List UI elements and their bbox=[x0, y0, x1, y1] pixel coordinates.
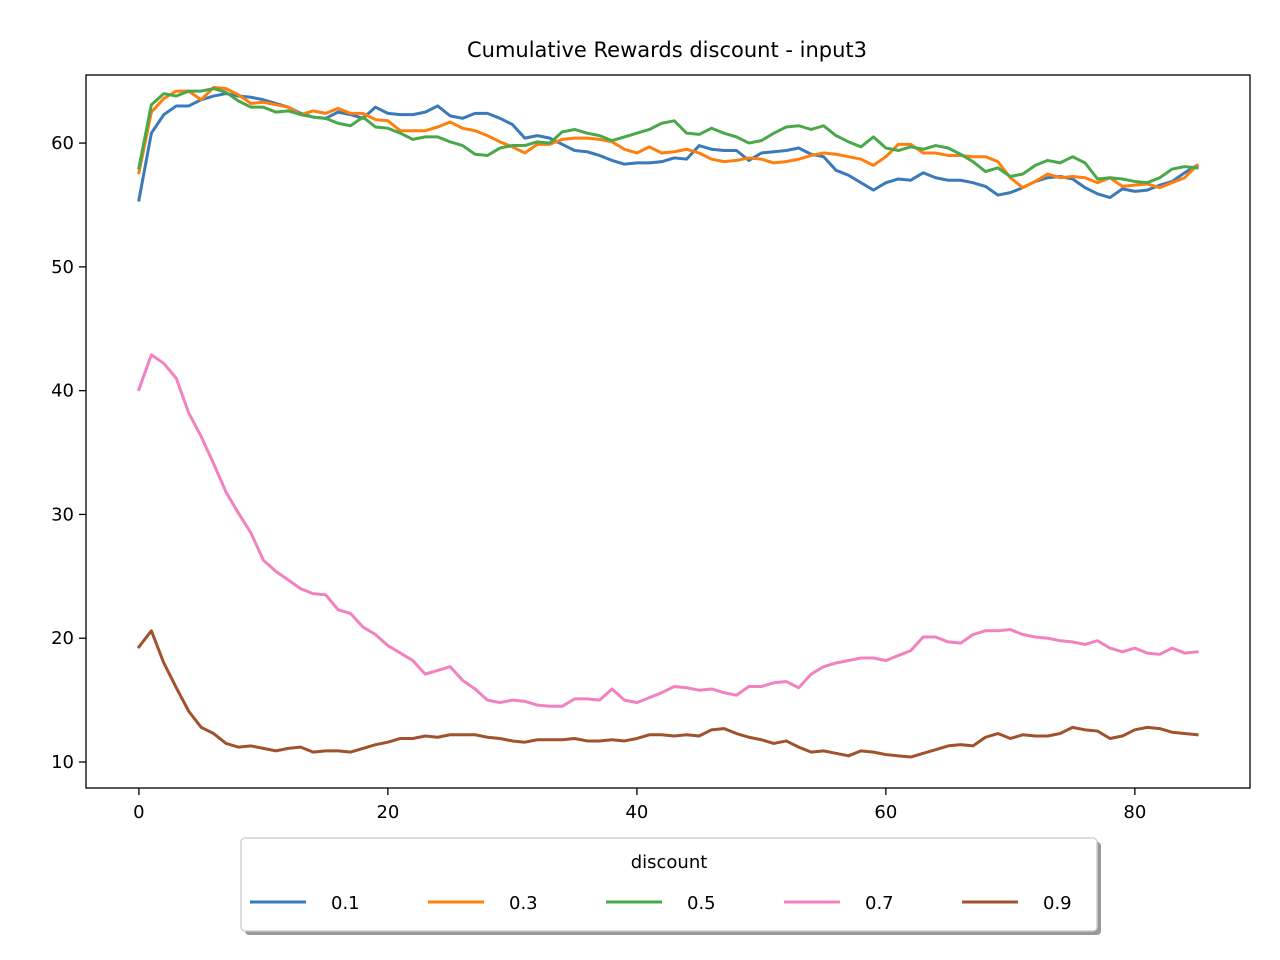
x-tick-label: 40 bbox=[625, 802, 648, 823]
legend-item-0-5: 0.5 bbox=[606, 893, 716, 914]
legend: discount 0.1 0.3 0.5 0.7 0.9 bbox=[240, 837, 1101, 935]
legend-box bbox=[240, 837, 1098, 932]
series-line-0-9 bbox=[136, 629, 1199, 759]
x-tick-label: 20 bbox=[376, 802, 399, 823]
y-axis: 10 20 30 40 50 60 bbox=[51, 133, 86, 773]
y-tick-label: 40 bbox=[51, 381, 74, 402]
legend-title: discount bbox=[631, 852, 708, 873]
chart-title: Cumulative Rewards discount - input3 bbox=[467, 38, 867, 62]
legend-item-0-7: 0.7 bbox=[784, 893, 894, 914]
plot-lines bbox=[136, 85, 1200, 759]
y-tick-label: 50 bbox=[51, 257, 74, 278]
legend-item-0-3: 0.3 bbox=[428, 893, 538, 914]
legend-item-0-9: 0.9 bbox=[962, 893, 1072, 914]
series-line-0-3 bbox=[137, 85, 1200, 190]
legend-item-0-1: 0.1 bbox=[250, 893, 360, 914]
x-tick-label: 60 bbox=[874, 802, 897, 823]
legend-label: 0.7 bbox=[865, 893, 894, 914]
y-tick-label: 10 bbox=[51, 752, 74, 773]
series-line-0-7 bbox=[136, 353, 1199, 708]
legend-label: 0.9 bbox=[1043, 893, 1072, 914]
x-tick-label: 80 bbox=[1123, 802, 1146, 823]
x-axis: 0 20 40 60 80 bbox=[133, 788, 1146, 823]
plot-frame bbox=[85, 74, 1251, 789]
legend-label: 0.1 bbox=[331, 893, 360, 914]
y-tick-label: 30 bbox=[51, 504, 74, 525]
y-tick-label: 60 bbox=[51, 133, 74, 154]
legend-items: 0.1 0.3 0.5 0.7 0.9 bbox=[250, 893, 1072, 914]
legend-label: 0.3 bbox=[509, 893, 538, 914]
series-line-0-5 bbox=[137, 87, 1199, 185]
y-tick-label: 20 bbox=[51, 628, 74, 649]
legend-label: 0.5 bbox=[687, 893, 716, 914]
x-tick-label: 0 bbox=[133, 802, 144, 823]
